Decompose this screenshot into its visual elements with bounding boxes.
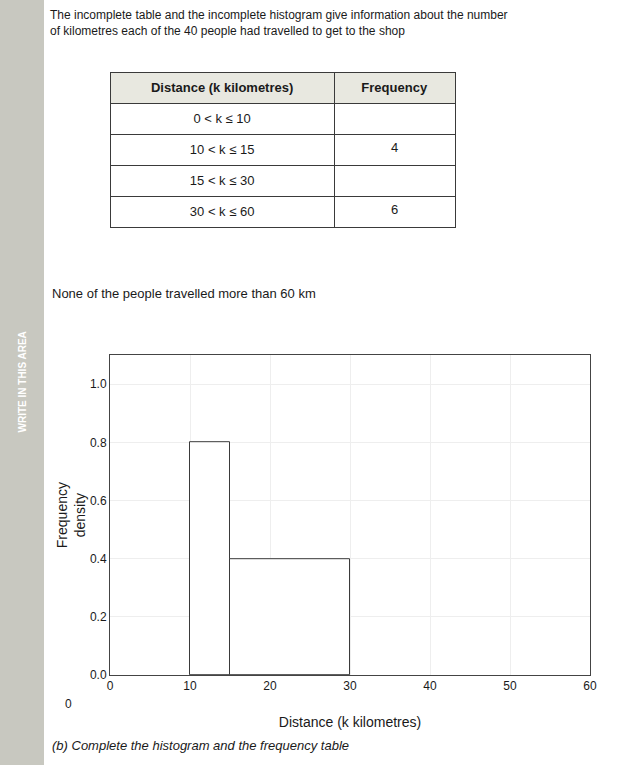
svg-text:0: 0 bbox=[107, 679, 114, 693]
svg-text:0: 0 bbox=[65, 697, 72, 711]
svg-text:0.8: 0.8 bbox=[90, 436, 107, 450]
svg-text:None of the people travelled m: None of the people travelled more than 6… bbox=[52, 286, 316, 301]
svg-text:Frequencydensity: Frequencydensity bbox=[54, 482, 88, 548]
svg-text:The incomplete table and the i: The incomplete table and the incomplete … bbox=[50, 8, 508, 38]
svg-text:Distance (k kilometres): Distance (k kilometres) bbox=[151, 80, 293, 95]
svg-text:Frequency: Frequency bbox=[361, 80, 428, 95]
svg-text:10 < k ≤ 15: 10 < k ≤ 15 bbox=[190, 142, 255, 157]
svg-text:0.2: 0.2 bbox=[90, 610, 107, 624]
svg-text:Distance (k kilometres): Distance (k kilometres) bbox=[279, 714, 421, 730]
svg-text:(b) Complete the histogram and: (b) Complete the histogram and the frequ… bbox=[52, 738, 349, 753]
svg-text:0.4: 0.4 bbox=[90, 552, 107, 566]
svg-text:50: 50 bbox=[503, 679, 517, 693]
svg-text:60: 60 bbox=[583, 679, 597, 693]
svg-text:40: 40 bbox=[423, 679, 437, 693]
svg-text:0 < k ≤ 10: 0 < k ≤ 10 bbox=[193, 111, 250, 126]
svg-text:4: 4 bbox=[391, 140, 398, 155]
svg-text:30: 30 bbox=[343, 679, 357, 693]
svg-text:0.0: 0.0 bbox=[90, 668, 107, 682]
svg-text:6: 6 bbox=[391, 202, 398, 217]
svg-text:15 < k ≤ 30: 15 < k ≤ 30 bbox=[190, 173, 255, 188]
svg-text:1.0: 1.0 bbox=[90, 377, 107, 391]
svg-text:0.6: 0.6 bbox=[90, 494, 107, 508]
svg-text:30 < k ≤ 60: 30 < k ≤ 60 bbox=[190, 204, 255, 219]
svg-text:WRITE IN THIS AREA: WRITE IN THIS AREA bbox=[17, 331, 28, 432]
svg-text:10: 10 bbox=[183, 679, 197, 693]
svg-text:20: 20 bbox=[263, 679, 277, 693]
